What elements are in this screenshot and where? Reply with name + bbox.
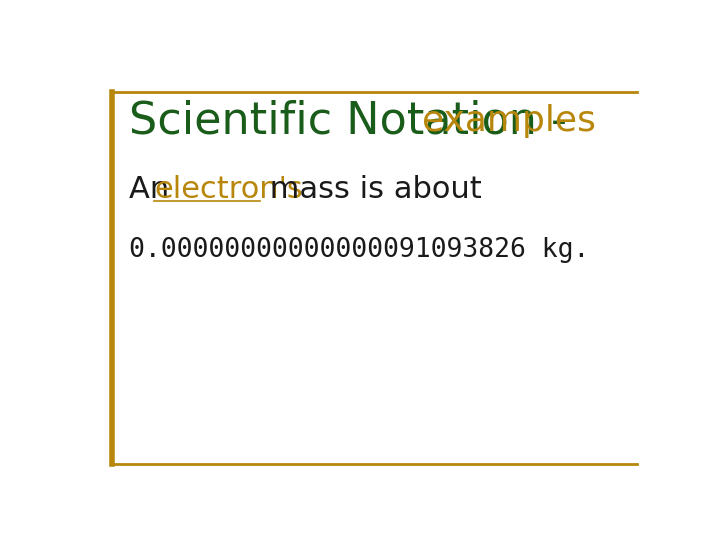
Text: An: An bbox=[129, 175, 179, 204]
Text: mass is about: mass is about bbox=[260, 175, 482, 204]
Text: electron's: electron's bbox=[154, 175, 303, 204]
Text: examples: examples bbox=[422, 104, 596, 138]
Text: 0.00000000000000091093826 kg.: 0.00000000000000091093826 kg. bbox=[129, 237, 590, 263]
Text: Scientific Notation -: Scientific Notation - bbox=[129, 99, 581, 143]
